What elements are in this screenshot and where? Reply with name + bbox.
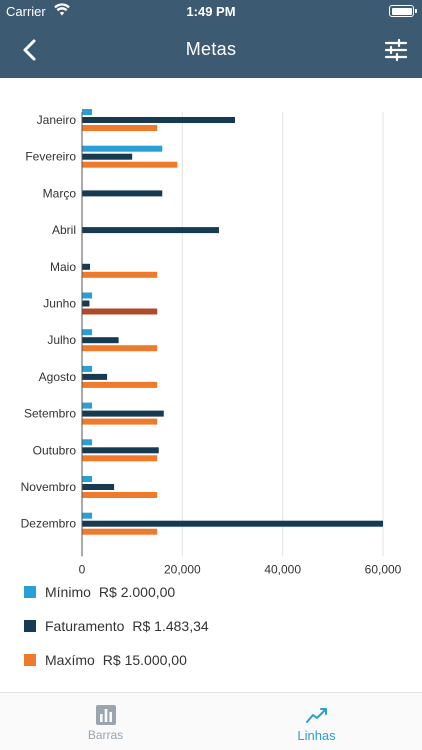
bar-maxímo (82, 271, 158, 278)
bar-faturamento (82, 373, 108, 380)
sliders-icon (384, 38, 408, 62)
category-label: Fevereiro (25, 150, 76, 164)
category-label: Janeiro (37, 113, 77, 127)
bar-faturamento (82, 520, 383, 527)
legend-value: R$ 1.483,34 (132, 618, 209, 634)
bar-faturamento (82, 447, 159, 454)
category-label: Dezembro (21, 517, 77, 531)
legend-swatch-faturamento (24, 620, 36, 632)
legend-name: Maxímo (45, 652, 95, 668)
bar-chart-icon (95, 705, 116, 725)
legend-item-maximo: Maxímo R$ 15.000,00 (24, 650, 187, 670)
bar-mínimo (82, 292, 93, 299)
bar-faturamento (82, 337, 119, 344)
chart-svg: Janeiro Fevereiro Março Abril Maio Junho Julho… (21, 109, 402, 576)
bar-maxímo (82, 418, 158, 425)
bar-maxímo (82, 308, 158, 315)
legend-name: Faturamento (45, 618, 125, 634)
category-label: Março (43, 186, 77, 200)
bar-mínimo (82, 109, 93, 115)
bar-mínimo (82, 512, 93, 519)
x-tick-label: 40,000 (264, 562, 301, 576)
category-label: Abril (52, 223, 76, 237)
navigation-bar: Metas (0, 22, 422, 78)
bar-faturamento (82, 300, 90, 307)
bar-mínimo (82, 402, 93, 409)
legend-name: Mínimo (45, 584, 91, 600)
bar-faturamento (82, 117, 236, 123)
bar-faturamento (82, 227, 219, 234)
tab-barras[interactable]: Barras (0, 693, 211, 750)
tab-bar: Barras Linhas (0, 692, 422, 750)
category-label: Agosto (39, 370, 77, 384)
legend-swatch-maximo (24, 654, 36, 666)
bar-faturamento (82, 263, 91, 270)
bar-faturamento (82, 153, 133, 160)
page-title: Metas (185, 39, 237, 59)
status-time: 1:49 PM (186, 4, 236, 19)
bar-faturamento (82, 410, 164, 417)
category-label: Outubro (33, 443, 77, 457)
bar-maxímo (82, 528, 158, 535)
category-label: Julho (47, 333, 76, 347)
bar-faturamento (82, 190, 163, 197)
legend-item-faturamento: Faturamento R$ 1.483,34 (24, 616, 209, 636)
category-label: Setembro (24, 407, 76, 421)
category-label: Maio (50, 260, 76, 274)
bar-mínimo (82, 476, 93, 482)
carrier-label: Carrier (6, 4, 46, 19)
bar-mínimo (82, 439, 93, 446)
bar-maxímo (82, 161, 178, 168)
legend-value: R$ 15.000,00 (102, 652, 187, 668)
line-chart-icon (305, 708, 327, 723)
tab-linhas[interactable]: Linhas (211, 693, 422, 750)
tab-label: Linhas (297, 728, 336, 743)
battery-icon (389, 5, 417, 17)
legend-swatch-minimo (24, 586, 36, 598)
bar-maxímo (82, 125, 158, 131)
bar-mínimo (82, 145, 163, 152)
chevron-left-icon (23, 39, 36, 61)
category-label: Novembro (21, 480, 77, 494)
tab-label: Barras (87, 728, 124, 742)
legend-item-minimo: Mínimo R$ 2.000,00 (24, 582, 175, 602)
bar-maxímo (82, 345, 158, 352)
x-tick-label: 20,000 (164, 562, 201, 576)
bar-mínimo (82, 329, 93, 336)
wifi-icon (54, 3, 70, 19)
filter-button[interactable] (384, 38, 408, 62)
category-label: Junho (43, 297, 76, 311)
status-bar: Carrier 1:49 PM (0, 0, 422, 22)
back-button[interactable] (18, 38, 42, 62)
bar-maxímo (82, 381, 158, 388)
x-tick-label: 60,000 (365, 562, 402, 576)
bar-chart: Janeiro Fevereiro Março Abril Maio Junho Julho… (0, 78, 422, 583)
bar-maxímo (82, 492, 158, 498)
bar-maxímo (82, 455, 158, 462)
legend-value: R$ 2.000,00 (98, 584, 176, 600)
bar-mínimo (82, 365, 93, 372)
x-tick-label: 0 (79, 562, 86, 576)
bar-faturamento (82, 484, 115, 490)
